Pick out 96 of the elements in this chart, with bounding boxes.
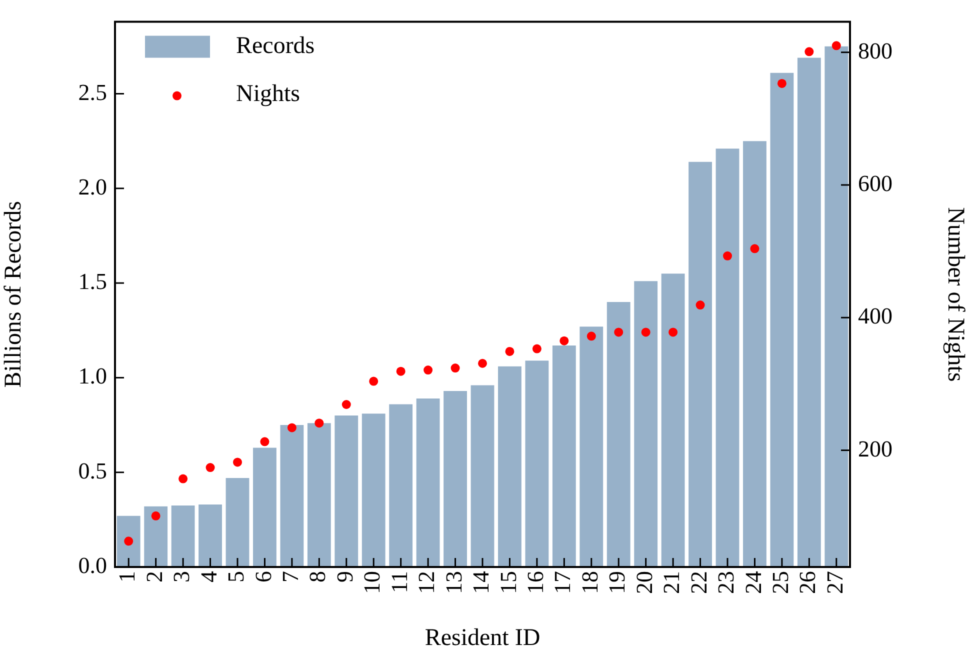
bar <box>253 448 276 566</box>
point <box>560 336 569 346</box>
y2-tick-label: 200 <box>858 436 892 462</box>
y2-tick-label: 400 <box>858 304 892 329</box>
x-tick-label: 8 <box>305 571 330 582</box>
bar <box>498 366 522 566</box>
bar <box>198 504 222 566</box>
point <box>505 346 514 356</box>
point <box>314 418 324 428</box>
bar <box>280 425 304 566</box>
x-tick-label: 4 <box>196 570 222 582</box>
point <box>287 423 296 432</box>
point <box>369 376 378 386</box>
bar <box>116 516 140 566</box>
legend-label: Records <box>236 33 315 60</box>
bar <box>824 46 848 566</box>
x-axis-title: Resident ID <box>424 624 540 651</box>
bar <box>743 141 766 566</box>
y-tick-label: 2.0 <box>78 174 107 200</box>
x-tick-label: 1 <box>114 571 140 582</box>
point <box>396 366 406 376</box>
point <box>260 437 270 446</box>
bar <box>606 302 630 566</box>
x-tick-label: 2 <box>142 571 167 582</box>
point <box>206 463 215 472</box>
x-tick-label: 26 <box>795 571 820 594</box>
x-tick-label: 23 <box>714 571 739 594</box>
point <box>342 400 351 409</box>
point <box>532 344 542 354</box>
y2-tick-label: 800 <box>858 38 892 64</box>
point <box>178 474 188 484</box>
x-tick-label: 6 <box>250 571 276 582</box>
x-tick-label: 22 <box>686 571 712 594</box>
point <box>804 47 814 56</box>
x-tick-label: 16 <box>522 571 548 594</box>
bar <box>470 385 494 566</box>
x-tick-label: 19 <box>604 571 630 594</box>
point <box>124 536 134 546</box>
bar <box>444 390 467 566</box>
y-tick-label: 1.0 <box>78 364 107 389</box>
bar <box>580 326 604 566</box>
bar <box>688 162 712 566</box>
point <box>696 300 705 310</box>
y2-axis-title: Number of Nights <box>942 207 968 382</box>
x-tick-label: 24 <box>740 570 766 594</box>
point <box>777 78 786 88</box>
bar <box>716 148 740 566</box>
x-tick-label: 11 <box>386 571 412 594</box>
point <box>450 364 460 373</box>
y-tick-label: 2.5 <box>78 80 107 105</box>
point <box>832 41 841 50</box>
x-tick-label: 3 <box>169 571 194 582</box>
x-tick-label: 18 <box>577 571 602 594</box>
bar <box>525 360 549 566</box>
point <box>614 328 624 337</box>
bar <box>144 506 168 566</box>
point <box>233 458 242 467</box>
bar <box>770 72 794 566</box>
y-tick-label: 0.5 <box>78 458 107 484</box>
point <box>151 511 160 520</box>
bar <box>552 346 576 566</box>
x-tick-label: 7 <box>278 571 303 582</box>
x-tick-label: 14 <box>468 570 494 594</box>
y2-tick-label: 600 <box>858 171 892 196</box>
x-tick-label: 15 <box>496 571 521 594</box>
x-tick-label: 20 <box>632 571 657 594</box>
x-tick-label: 10 <box>360 571 385 594</box>
bar <box>634 281 658 566</box>
bar <box>416 398 440 566</box>
point <box>586 332 596 341</box>
x-tick-label: 13 <box>441 571 466 594</box>
x-tick-label: 27 <box>822 571 848 594</box>
x-tick-label: 9 <box>332 571 358 582</box>
bar <box>307 423 331 566</box>
x-tick-label: 25 <box>768 571 793 594</box>
point <box>750 244 760 254</box>
point <box>641 328 650 337</box>
bar <box>661 274 685 566</box>
bar <box>362 414 386 566</box>
point <box>478 358 487 368</box>
x-tick-label: 5 <box>224 571 249 582</box>
bar <box>171 505 195 566</box>
point <box>424 366 433 375</box>
x-tick-label: 17 <box>550 571 576 594</box>
y-tick-label: 1.5 <box>78 269 107 294</box>
bar <box>226 478 250 566</box>
point <box>668 328 678 337</box>
y-tick-label: 0.0 <box>78 553 107 578</box>
x-tick-label: 12 <box>414 571 440 594</box>
point <box>723 251 732 260</box>
bar <box>334 416 358 566</box>
bar <box>389 404 413 566</box>
x-tick-label: 21 <box>659 571 684 594</box>
y-axis-title: Billions of Records <box>0 201 27 388</box>
bar <box>797 58 821 566</box>
legend-label: Nights <box>236 81 300 108</box>
